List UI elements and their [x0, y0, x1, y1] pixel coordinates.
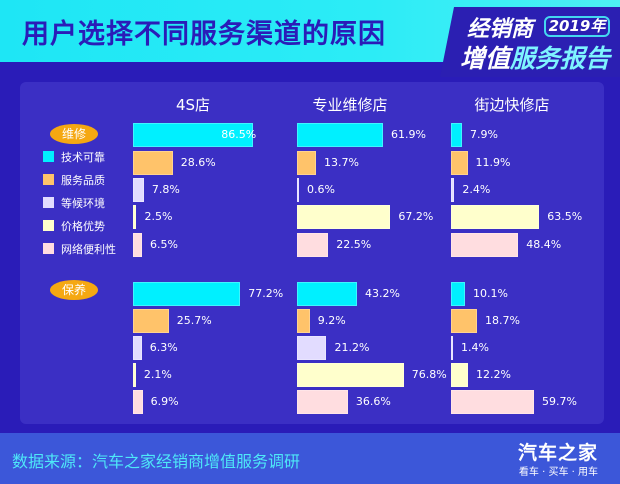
bar — [451, 390, 534, 414]
brand-logo: 汽车之家 — [517, 442, 598, 464]
legend-label: 等候环境 — [61, 197, 105, 210]
legend-label: 技术可靠 — [61, 151, 105, 164]
bar-value-label: 59.7% — [541, 395, 577, 408]
page-title: 用户选择不同服务渠道的原因 — [22, 19, 386, 50]
bar — [297, 151, 317, 175]
legend-label: 价格优势 — [61, 220, 105, 233]
bar — [451, 178, 455, 202]
bar — [133, 309, 169, 333]
badge-line2-b: 服务报告 — [510, 44, 611, 73]
group-pill-upkeep: 保养 — [50, 280, 98, 300]
legend-label: 服务品质 — [61, 174, 105, 187]
bar — [297, 233, 329, 257]
badge-line1: 经销商 — [467, 17, 534, 42]
bar — [451, 282, 466, 306]
bar-value-label: 25.7% — [176, 314, 212, 327]
column-title-quick: 街边快修店 — [474, 96, 550, 114]
brand-slogan: 看车 · 买车 · 用车 — [518, 467, 598, 478]
legend-item: 价格优势 — [43, 220, 105, 234]
bar-value-label: 2.1% — [143, 368, 172, 381]
bar — [297, 336, 327, 360]
bar — [297, 390, 348, 414]
legend-item: 服务品质 — [43, 174, 105, 188]
bar-value-label: 13.7% — [324, 156, 359, 169]
bar — [451, 309, 477, 333]
bar-value-label: 61.9% — [391, 128, 426, 141]
bar-value-label: 9.2% — [317, 314, 346, 327]
bar — [133, 123, 254, 147]
bar — [133, 233, 143, 257]
bar — [133, 336, 142, 360]
bar-value-label: 21.2% — [334, 341, 370, 354]
bar — [451, 151, 468, 175]
bar — [297, 178, 299, 202]
bar-value-label: 22.5% — [336, 238, 372, 251]
legend-swatch-icon — [43, 243, 54, 254]
bar-value-label: 36.6% — [355, 395, 391, 408]
bar-value-label: 28.6% — [180, 156, 216, 169]
bar-value-label: 2.4% — [462, 183, 491, 196]
bar — [297, 309, 310, 333]
legend-swatch-icon — [43, 220, 54, 231]
bar-value-label: 6.3% — [149, 341, 178, 354]
badge-year: 2019年 — [544, 16, 610, 37]
badge-line2-a: 增值 — [460, 44, 511, 73]
bar-value-label: 43.2% — [365, 287, 400, 300]
bar-value-label: 86.5% — [221, 128, 257, 141]
bar — [297, 282, 358, 306]
bar — [133, 363, 136, 387]
bar-value-label: 1.4% — [461, 341, 489, 354]
bar — [297, 205, 391, 229]
bar-value-label: 7.8% — [151, 183, 180, 196]
bar — [133, 205, 137, 229]
footer: 数据来源：汽车之家经销商增值服务调研 汽车之家 看车 · 买车 · 用车 — [0, 433, 620, 484]
bar — [133, 151, 173, 175]
bar-value-label: 6.9% — [150, 395, 179, 408]
legend-swatch-icon — [43, 174, 54, 185]
legend-label: 网络便利性 — [61, 243, 116, 256]
legend-swatch-icon — [43, 197, 54, 208]
bar — [451, 123, 462, 147]
legend-swatch-icon — [43, 151, 54, 162]
data-source: 数据来源：汽车之家经销商增值服务调研 — [12, 452, 301, 471]
bar-value-label: 67.2% — [398, 210, 434, 223]
bar-value-label: 6.5% — [150, 238, 178, 251]
bar-value-label: 7.9% — [469, 128, 498, 141]
badge-line2: 增值服务报告 — [460, 39, 610, 75]
bar-value-label: 12.2% — [475, 368, 511, 381]
bar — [133, 282, 241, 306]
bar-value-label: 0.6% — [307, 183, 335, 196]
bar — [451, 363, 468, 387]
bar-value-label: 77.2% — [248, 287, 284, 300]
bar-value-label: 76.8% — [411, 368, 447, 381]
column-title-pro: 专业维修店 — [312, 96, 388, 114]
group-pill-repair: 维修 — [50, 124, 98, 144]
bar — [451, 233, 519, 257]
legend-item: 网络便利性 — [43, 243, 116, 257]
bar — [451, 205, 540, 229]
bar — [297, 123, 384, 147]
bar-value-label: 48.4% — [526, 238, 562, 251]
bar — [451, 336, 453, 360]
legend-item: 等候环境 — [43, 197, 105, 211]
bar — [133, 178, 144, 202]
bar — [133, 390, 143, 414]
bar-value-label: 2.5% — [144, 210, 173, 223]
bar-value-label: 18.7% — [484, 314, 520, 327]
legend-item: 技术可靠 — [43, 151, 105, 165]
bar — [297, 363, 404, 387]
column-title-4s: 4S店 — [175, 96, 211, 114]
bar-value-label: 11.9% — [475, 156, 511, 169]
report-badge: 经销商 2019年 增值服务报告 — [440, 7, 620, 77]
bar-value-label: 10.1% — [473, 287, 508, 300]
bar-value-label: 63.5% — [547, 210, 583, 223]
